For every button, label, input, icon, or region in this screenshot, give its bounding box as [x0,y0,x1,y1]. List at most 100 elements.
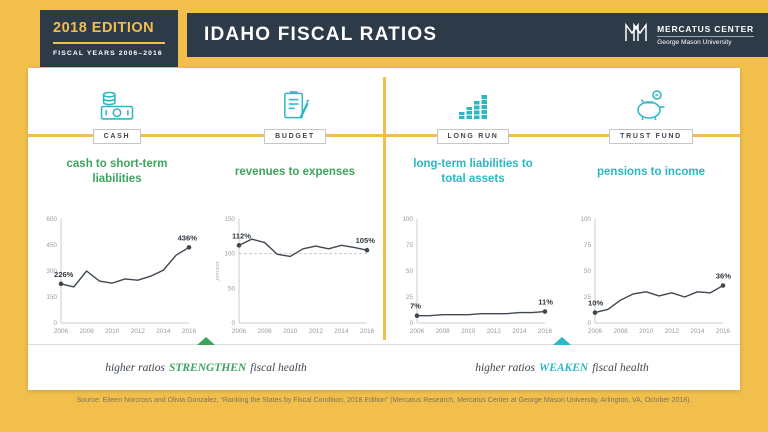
svg-text:2006: 2006 [410,328,425,335]
panel-budget: BUDGET revenues to expenses 0 50 100 150 200… [206,68,384,344]
svg-text:25: 25 [406,294,414,301]
ribbon-pre: higher ratios [475,361,535,374]
svg-text:2016: 2016 [716,328,731,335]
svg-text:2014: 2014 [156,328,171,335]
svg-text:50: 50 [584,268,592,275]
svg-text:10%: 10% [588,299,603,308]
weaken-ribbon: higher ratios WEAKEN fiscal health [384,337,740,390]
svg-text:2012: 2012 [309,328,324,335]
svg-text:36%: 36% [716,272,731,281]
svg-text:2008: 2008 [613,328,628,335]
svg-text:0: 0 [587,320,591,327]
svg-text:2014: 2014 [334,328,349,335]
chart-title-cash: cash to short-term liabilities [66,158,168,185]
svg-text:50: 50 [406,268,414,275]
line-chart-long-run: 0 25 50 75 100 2006 2008 2010 2012 2014 2016 7% 11% [387,196,559,344]
mercatus-logo-mark-icon [623,20,649,51]
charts-card: CASH cash to short-term liabilities 0 150… [28,68,740,390]
category-label-trust-fund: TRUST FUND [609,128,693,144]
svg-text:2008: 2008 [257,328,272,335]
category-pill-row: TRUST FUND [609,124,693,148]
svg-text:7%: 7% [410,302,421,311]
chart-title-budget: revenues to expenses [234,165,356,178]
svg-text:2014: 2014 [690,328,705,335]
ribbon-post: fiscal health [250,361,307,374]
svg-text:2008: 2008 [435,328,450,335]
svg-text:2012: 2012 [665,328,680,335]
svg-text:50: 50 [228,285,236,292]
svg-text:450: 450 [46,242,57,249]
bar-chart-icon [456,68,490,124]
ribbon-pre: higher ratios [105,361,165,374]
svg-text:75: 75 [406,242,414,249]
title-bar: IDAHO FISCAL RATIOS MERCATUS CENTER Geor… [187,13,768,57]
svg-text:2016: 2016 [182,328,197,335]
logo-name: MERCATUS CENTER [657,24,754,34]
line-chart-cash: 0 150 300 450 600 2006 2008 2010 2012 2014 2016 226… [31,196,203,344]
line-chart-budget: 0 50 100 150 2006 2008 2010 2012 2014 2016 percent… [209,196,381,344]
svg-text:100: 100 [224,251,235,258]
svg-text:2014: 2014 [512,328,527,335]
chart-title-trust-fund: pensions to income [597,165,705,178]
svg-text:0: 0 [231,320,235,327]
svg-text:11%: 11% [538,298,553,307]
svg-text:percent: percent [215,261,221,281]
category-label-budget: BUDGET [264,128,326,144]
ribbon-post: fiscal health [592,361,649,374]
strengthen-ribbon: higher ratios STRENGTHEN fiscal health [28,337,384,390]
money-icon [98,68,136,124]
svg-text:2006: 2006 [588,328,603,335]
panel-cash: CASH cash to short-term liabilities 0 150… [28,68,206,344]
ribbon-emphasis: WEAKEN [538,361,589,374]
edition-divider [53,42,165,44]
svg-text:2012: 2012 [131,328,146,335]
logo-subtitle: George Mason University [657,39,732,46]
logo-divider [657,36,754,37]
category-pill-row: CASH [92,124,142,148]
section-divider [382,77,386,340]
svg-text:2012: 2012 [487,328,502,335]
svg-text:2010: 2010 [461,328,476,335]
piggy-bank-icon [633,68,669,124]
svg-text:25: 25 [584,294,592,301]
category-pill-row: BUDGET [264,124,326,148]
fiscal-years-label: FISCAL YEARS 2006–2016 [53,50,163,57]
weaken-triangle-icon [553,337,571,345]
svg-text:112%: 112% [232,231,251,240]
chart-title-long-run: long-term liabilities to total assets [413,158,533,185]
svg-text:2006: 2006 [54,328,69,335]
svg-text:2010: 2010 [105,328,120,335]
panel-trust-fund: TRUST FUND pensions to income 0 25 50 75 100… [562,68,740,344]
svg-text:2006: 2006 [232,328,247,335]
logo-text: MERCATUS CENTER George Mason University [657,24,754,46]
category-pill-row: LONG RUN [436,124,510,148]
edition-title: 2018 EDITION [53,20,155,36]
category-label-cash: CASH [92,128,142,144]
svg-text:2016: 2016 [360,328,375,335]
svg-text:226%: 226% [54,270,74,279]
source-citation: Source: Eileen Norcross and Olivia Gonza… [76,397,692,404]
ribbon-emphasis: STRENGTHEN [168,361,247,374]
svg-text:0: 0 [53,320,57,327]
svg-text:436%: 436% [178,233,198,242]
svg-text:300: 300 [46,268,57,275]
svg-text:600: 600 [46,216,57,223]
clipboard-pencil-icon [279,68,312,124]
mercatus-logo: MERCATUS CENTER George Mason University [623,20,754,51]
edition-badge: 2018 EDITION FISCAL YEARS 2006–2016 [40,10,178,67]
svg-text:2016: 2016 [538,328,553,335]
svg-text:0: 0 [409,320,413,327]
strengthen-triangle-icon [197,337,215,345]
page-title: IDAHO FISCAL RATIOS [204,24,438,45]
svg-text:150: 150 [224,216,235,223]
svg-text:100: 100 [580,216,591,223]
svg-text:2008: 2008 [79,328,94,335]
category-label-long-run: LONG RUN [436,128,510,144]
svg-text:2010: 2010 [283,328,298,335]
svg-text:150: 150 [46,294,57,301]
panel-long-run: LONG RUN long-term liabilities to total … [384,68,562,344]
line-chart-trust-fund: 0 25 50 75 100 2006 2008 2010 2012 2014 2016 10% 36% [565,196,737,344]
svg-text:2010: 2010 [639,328,654,335]
svg-text:75: 75 [584,242,592,249]
svg-text:105%: 105% [356,236,376,245]
